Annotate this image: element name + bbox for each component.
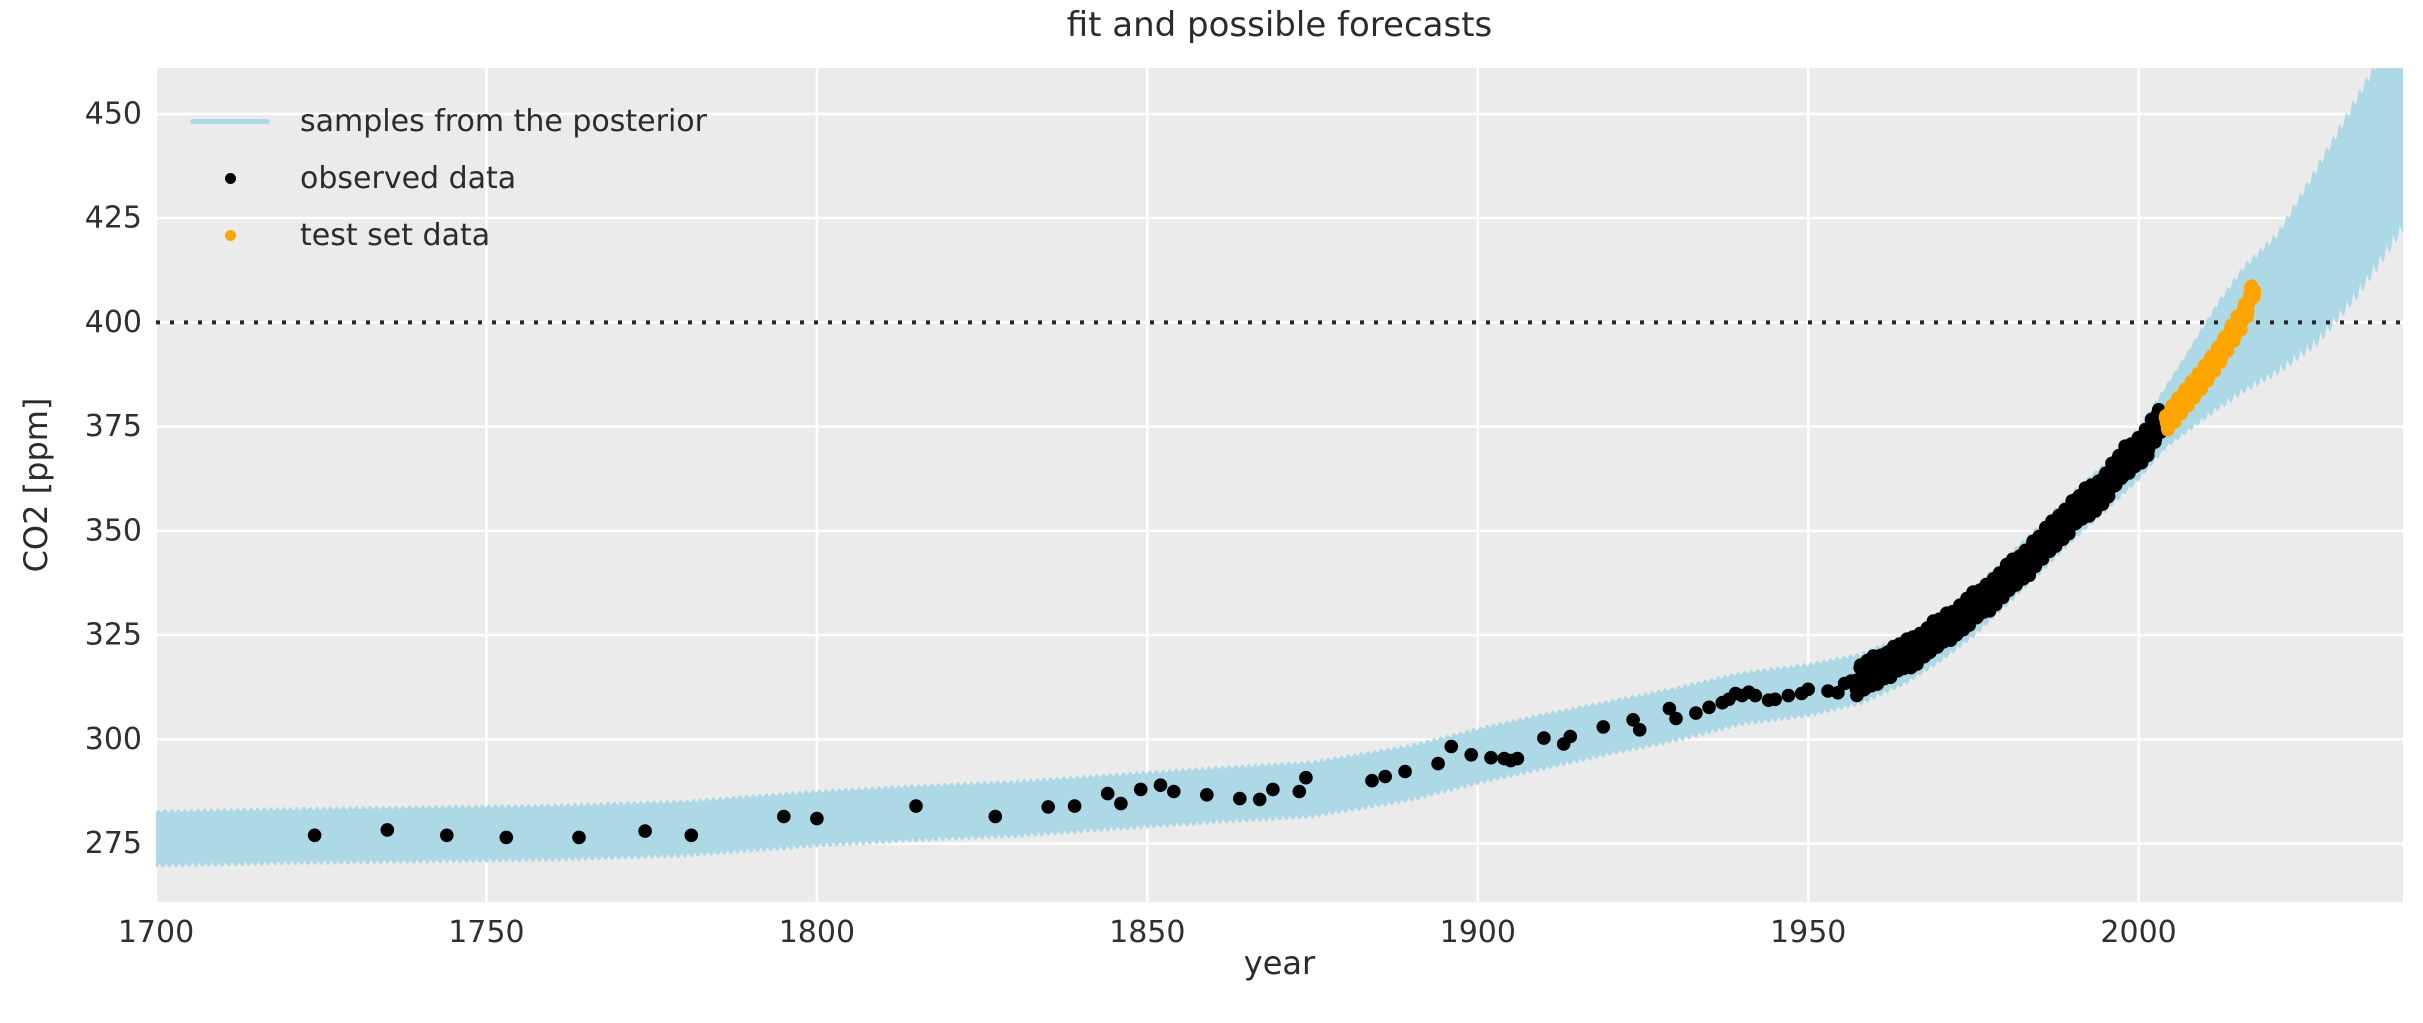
observed-point [1537,731,1551,745]
x-tick-label-1850: 1850 [1109,915,1185,950]
legend-item-test: test set data [186,207,707,264]
legend: samples from the posterior observed data… [186,93,707,264]
observed-point [1801,682,1815,697]
observed-point [1596,720,1611,734]
observed-dot-marker-icon [224,173,236,184]
observed-point [1041,800,1055,814]
legend-label-posterior: samples from the posterior [300,104,707,139]
y-tick-label-275: 275 [85,826,142,861]
legend-marker-cell [186,119,274,124]
legend-label-test: test set data [300,218,491,253]
observed-point [684,828,699,843]
posterior-band [156,68,2403,868]
observed-point [909,799,923,813]
y-tick-label-300: 300 [85,722,142,757]
test-dot-marker-icon [224,230,236,241]
observed-point [1563,729,1578,744]
observed-point [1768,692,1782,707]
observed-point [572,830,586,845]
plot-background [156,68,2403,902]
observed-point [1781,688,1796,703]
x-tick-label-1800: 1800 [779,915,855,950]
observed-point [380,823,395,837]
observed-point [1114,796,1128,811]
observed-point [1669,711,1683,726]
observed-point [1689,706,1703,720]
legend-marker-cell [186,230,274,241]
posterior-line-marker-icon [190,119,270,124]
observed-point [1200,788,1214,802]
observed-point [1464,748,1478,762]
x-tick-labels: 1700 1750 1800 1850 1900 1950 2000 [118,915,2177,950]
y-tick-label-450: 450 [85,96,142,131]
observed-point [1365,773,1379,788]
observed-point [499,830,514,845]
observed-point [1510,751,1525,766]
observed-point [1266,782,1280,797]
x-tick-label-1950: 1950 [1770,915,1846,950]
observed-point [1748,688,1763,703]
observed-dense-points [1849,403,2169,703]
observed-point [1431,756,1445,771]
observed-point [440,828,454,843]
observed-point [1133,782,1148,797]
y-tick-labels: 275 300 325 350 375 400 425 450 [85,96,142,861]
observed-point [1153,778,1168,792]
x-axis-label: year [1243,944,1316,982]
x-tick-label-1700: 1700 [118,915,194,950]
y-axis-label: CO2 [ppm] [17,397,55,573]
observed-point [1444,739,1459,754]
x-tick-label-1900: 1900 [1440,915,1516,950]
test-point [2248,284,2262,298]
observed-point [1632,723,1647,737]
observed-point [1378,769,1392,784]
observed-point [777,809,791,824]
observed-point [810,811,824,826]
observed-point [1626,713,1640,727]
observed-point [1252,792,1267,807]
y-tick-label-425: 425 [85,201,142,236]
observed-point [1167,784,1181,799]
x-tick-label-2000: 2000 [2100,915,2176,950]
observed-point [1702,700,1716,715]
legend-item-posterior: samples from the posterior [186,93,707,150]
observed-point [1662,701,1677,716]
legend-item-observed: observed data [186,150,707,207]
y-tick-label-325: 325 [85,618,142,653]
observed-point [1484,750,1498,765]
plot-title: fit and possible forecasts [1066,5,1493,45]
observed-point [307,828,322,843]
legend-marker-cell [186,173,274,184]
observed-sparse-points [307,674,1858,845]
observed-point [1292,784,1307,799]
y-tick-label-375: 375 [85,409,142,444]
legend-label-observed: observed data [300,161,517,196]
observed-point [1233,791,1247,806]
y-tick-label-350: 350 [85,513,142,548]
observed-point [638,824,652,838]
observed-point [1100,786,1115,801]
observed-point [988,809,1003,824]
y-tick-label-400: 400 [85,305,142,340]
test-set-points [2158,279,2262,437]
observed-point [1398,764,1412,779]
observed-point [1067,799,1082,813]
x-tick-label-1750: 1750 [448,915,524,950]
observed-point [1299,770,1313,785]
